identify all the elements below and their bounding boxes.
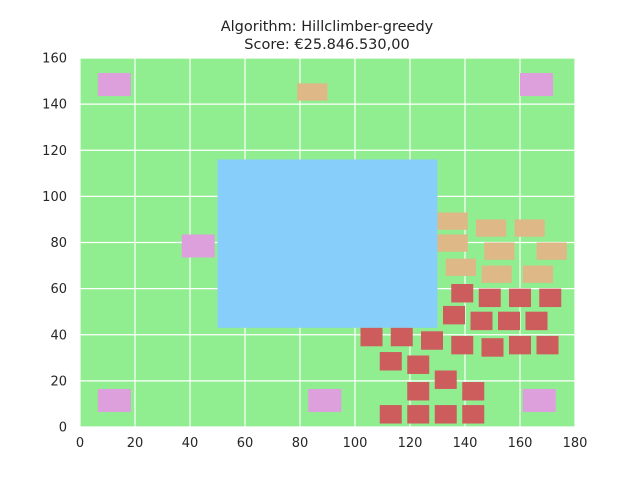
house-tan xyxy=(445,258,476,276)
x-tick-label: 100 xyxy=(343,436,368,451)
x-tick-label: 40 xyxy=(182,436,199,451)
y-tick-label: 0 xyxy=(59,421,67,436)
x-axis-ticks: 0 20 40 60 80 100 120 140 160 180 xyxy=(76,436,588,451)
plot-area xyxy=(79,57,576,428)
house-red xyxy=(390,327,413,347)
house-red xyxy=(407,405,430,424)
house-tan xyxy=(522,265,553,283)
chart-subtitle: Score: €25.846.530,00 xyxy=(244,37,409,53)
house-red xyxy=(407,382,430,401)
x-tick-label: 60 xyxy=(237,436,254,451)
house-red xyxy=(379,405,402,424)
house-pink xyxy=(181,234,215,258)
x-tick-label: 180 xyxy=(563,436,588,451)
house-red xyxy=(498,311,520,331)
house-red xyxy=(509,288,531,308)
y-tick-label: 100 xyxy=(42,190,67,205)
house-red xyxy=(462,405,485,424)
house-red xyxy=(470,311,493,331)
house-red xyxy=(525,311,548,331)
house-red xyxy=(451,284,474,303)
house-red xyxy=(434,405,457,424)
house-tan xyxy=(484,242,515,260)
house-red xyxy=(539,288,562,308)
x-tick-label: 80 xyxy=(292,436,309,451)
house-tan xyxy=(297,83,328,101)
house-tan xyxy=(437,212,468,230)
chart-title: Algorithm: Hillclimber-greedy xyxy=(221,19,434,35)
house-pink xyxy=(97,388,131,413)
x-tick-label: 120 xyxy=(398,436,423,451)
house-tan xyxy=(481,265,512,283)
y-tick-label: 60 xyxy=(50,282,67,297)
y-tick-label: 80 xyxy=(50,236,67,251)
house-red xyxy=(421,331,443,350)
house-red xyxy=(360,327,383,347)
x-tick-label: 0 xyxy=(76,436,84,451)
x-tick-label: 20 xyxy=(127,436,144,451)
house-pink xyxy=(520,72,553,97)
x-tick-label: 160 xyxy=(508,436,533,451)
house-red xyxy=(407,355,430,374)
y-tick-label: 20 xyxy=(50,374,67,389)
house-red xyxy=(379,352,402,371)
house-tan xyxy=(476,219,507,237)
house-tan xyxy=(514,219,545,237)
house-red xyxy=(536,335,559,355)
house-pink xyxy=(308,388,342,413)
y-tick-label: 160 xyxy=(42,52,67,67)
house-red xyxy=(481,338,504,357)
y-axis-ticks: 0 20 40 60 80 100 120 140 160 xyxy=(42,52,67,436)
y-tick-label: 40 xyxy=(50,328,67,343)
house-red xyxy=(478,288,501,308)
house-red xyxy=(509,335,531,355)
house-red xyxy=(451,335,474,355)
house-red xyxy=(443,305,465,325)
y-tick-label: 140 xyxy=(42,98,67,113)
house-pink xyxy=(522,388,556,413)
house-red xyxy=(434,370,457,389)
water-area xyxy=(217,159,438,328)
y-tick-label: 120 xyxy=(42,144,67,159)
house-pink xyxy=(97,72,131,97)
house-red xyxy=(462,382,485,401)
x-tick-label: 140 xyxy=(453,436,478,451)
house-tan xyxy=(437,234,468,252)
house-tan xyxy=(536,242,567,260)
